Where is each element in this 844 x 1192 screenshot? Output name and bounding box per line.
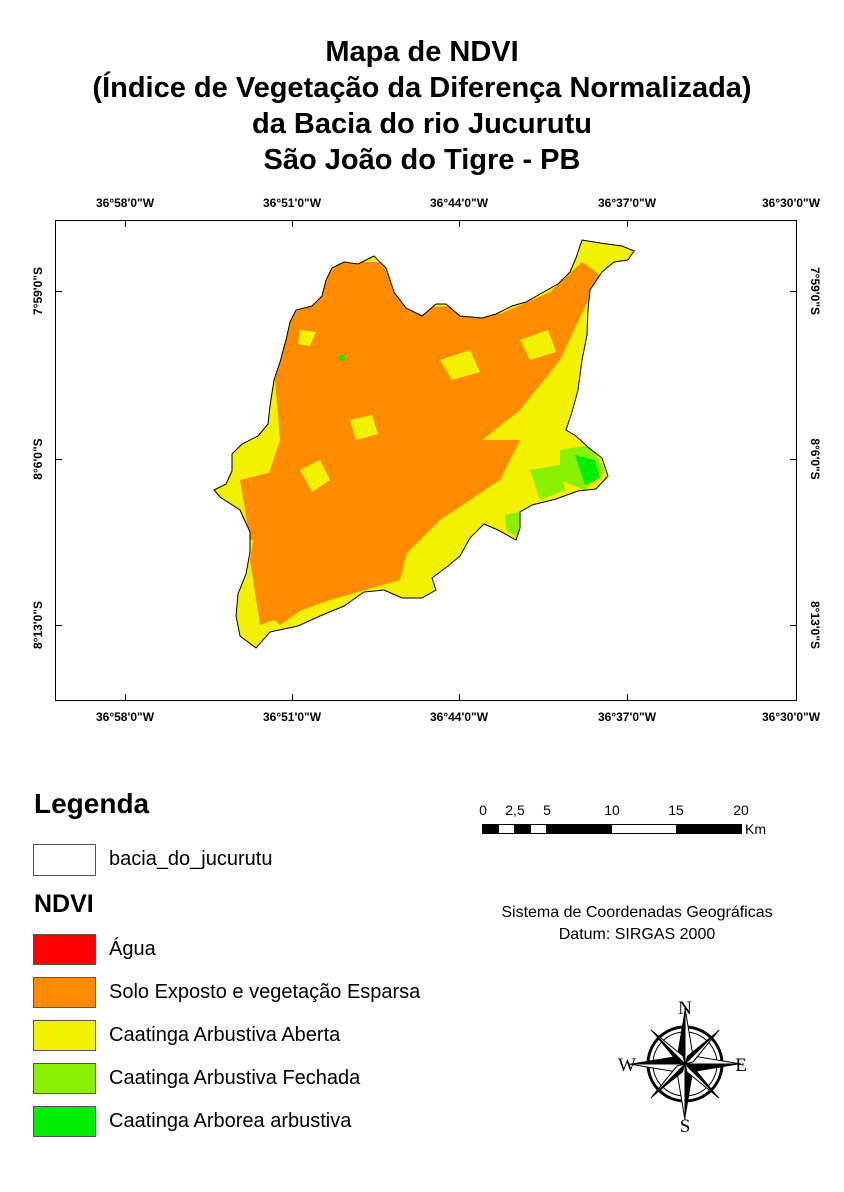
legend-swatch-caatinga-arborea <box>33 1106 96 1137</box>
lon-label-bottom-1: 36°58'0"W <box>95 710 155 724</box>
scalebar-label-20: 20 <box>733 802 749 818</box>
lon-label-top-4: 36°37'0"W <box>597 196 657 210</box>
legend-basin-label: bacia_do_jucurutu <box>109 848 273 870</box>
lon-label-bottom-5: 36°30'0"W <box>761 710 821 724</box>
lon-label-top-5: 36°30'0"W <box>761 196 821 210</box>
scalebar-label-15: 15 <box>668 802 684 818</box>
title-line-3: da Bacia do rio Jucurutu <box>252 108 592 140</box>
map-frame <box>55 220 797 701</box>
coord-system-line-2: Datum: SIRGAS 2000 <box>558 926 716 943</box>
lon-label-top-3: 36°44'0"W <box>429 196 489 210</box>
lon-label-bottom-2: 36°51'0"W <box>262 710 322 724</box>
ndvi-basin-map <box>213 239 635 649</box>
legend-label-caatinga-fechada: Caatinga Arbustiva Fechada <box>109 1067 361 1089</box>
legend-basin-swatch <box>33 844 96 876</box>
compass-s: S <box>680 1116 691 1136</box>
legend-title: Legenda <box>34 788 150 819</box>
scalebar-label-2-5: 2,5 <box>505 802 525 818</box>
legend-swatch-caatinga-aberta <box>33 1020 96 1051</box>
compass-e: E <box>735 1055 747 1076</box>
legend-label-caatinga-arborea: Caatinga Arborea arbustiva <box>109 1110 352 1132</box>
scalebar-label-5: 5 <box>543 802 551 818</box>
map-title: Mapa de NDVI (Índice de Vegetação da Dif… <box>0 34 844 178</box>
legend-label-solo-exposto: Solo Exposto e vegetação Esparsa <box>109 981 421 1003</box>
legend-label-agua: Água <box>109 938 156 960</box>
scalebar-unit: Km <box>745 821 766 837</box>
compass-w: W <box>618 1055 636 1076</box>
compass-rose-icon: N S E W <box>618 998 747 1136</box>
lon-label-top-2: 36°51'0"W <box>262 196 322 210</box>
scalebar-label-0: 0 <box>479 802 487 818</box>
legend-swatch-caatinga-fechada <box>33 1063 96 1094</box>
legend-swatch-agua <box>33 934 96 965</box>
legend-label-caatinga-aberta: Caatinga Arbustiva Aberta <box>109 1024 341 1046</box>
lon-label-bottom-4: 36°37'0"W <box>597 710 657 724</box>
ndvi-legend-title: NDVI <box>34 890 94 918</box>
lon-label-bottom-3: 36°44'0"W <box>429 710 489 724</box>
coord-system-line-1: Sistema de Coordenadas Geográficas <box>501 904 773 921</box>
title-line-4: São João do Tigre - PB <box>263 144 581 176</box>
lon-label-top-1: 36°58'0"W <box>95 196 155 210</box>
compass-n: N <box>678 998 692 1019</box>
scalebar-label-10: 10 <box>604 802 620 818</box>
legend-swatch-solo-exposto <box>33 977 96 1008</box>
title-line-2: (Índice de Vegetação da Diferença Normal… <box>92 72 752 104</box>
scale-bar <box>482 824 742 834</box>
title-line-1: Mapa de NDVI <box>325 36 519 68</box>
